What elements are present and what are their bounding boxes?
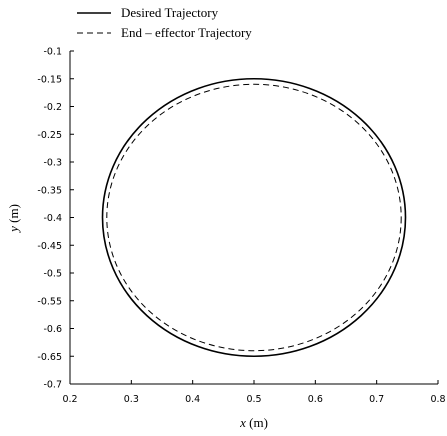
y-axis-label-var: y bbox=[6, 226, 21, 234]
y-axis-label: y (m) bbox=[6, 204, 21, 234]
x-axis-label: x (m) bbox=[239, 415, 268, 430]
x-tick-label: 0.4 bbox=[185, 394, 200, 405]
x-axis-label-unit: (m) bbox=[246, 415, 268, 430]
legend-label-end-effector: End – effector Trajectory bbox=[121, 25, 252, 40]
y-axis-label-unit: (m) bbox=[6, 204, 21, 226]
y-tick-label: -0.65 bbox=[37, 352, 62, 363]
legend: Desired Trajectory End – effector Trajec… bbox=[77, 5, 252, 40]
y-tick-label: -0.35 bbox=[37, 185, 62, 196]
y-tick-label: -0.6 bbox=[43, 324, 62, 335]
x-tick-label: 0.6 bbox=[308, 394, 323, 405]
x-tick-label: 0.8 bbox=[430, 394, 445, 405]
x-axis-label-var: x bbox=[239, 415, 246, 430]
x-tick-label: 0.2 bbox=[62, 394, 77, 405]
x-tick-label: 0.3 bbox=[124, 394, 139, 405]
series-desired-trajectory bbox=[101, 77, 407, 358]
y-tick-label: -0.25 bbox=[37, 130, 62, 141]
y-tick-label: -0.4 bbox=[43, 213, 62, 224]
y-tick-label: -0.5 bbox=[43, 269, 62, 280]
y-tick-label: -0.2 bbox=[43, 102, 62, 113]
y-tick-label: -0.55 bbox=[37, 296, 62, 307]
x-tick-label: 0.7 bbox=[369, 394, 384, 405]
y-ticks: -0.1 -0.15 -0.2 -0.25 -0.3 -0.35 -0.4 -0.45 -0.5… bbox=[37, 47, 74, 391]
y-tick-label: -0.45 bbox=[37, 241, 62, 252]
y-tick-label: -0.1 bbox=[43, 47, 62, 58]
y-tick-label: -0.3 bbox=[43, 158, 62, 169]
legend-label-desired: Desired Trajectory bbox=[121, 5, 219, 20]
y-tick-label: -0.7 bbox=[43, 380, 62, 391]
x-tick-label: 0.5 bbox=[246, 394, 261, 405]
y-tick-label: -0.15 bbox=[37, 74, 62, 85]
series-layer bbox=[101, 77, 407, 358]
series-end-effector-trajectory bbox=[106, 83, 402, 352]
x-ticks: 0.2 0.3 0.4 0.5 0.6 0.7 0.8 bbox=[62, 380, 446, 405]
